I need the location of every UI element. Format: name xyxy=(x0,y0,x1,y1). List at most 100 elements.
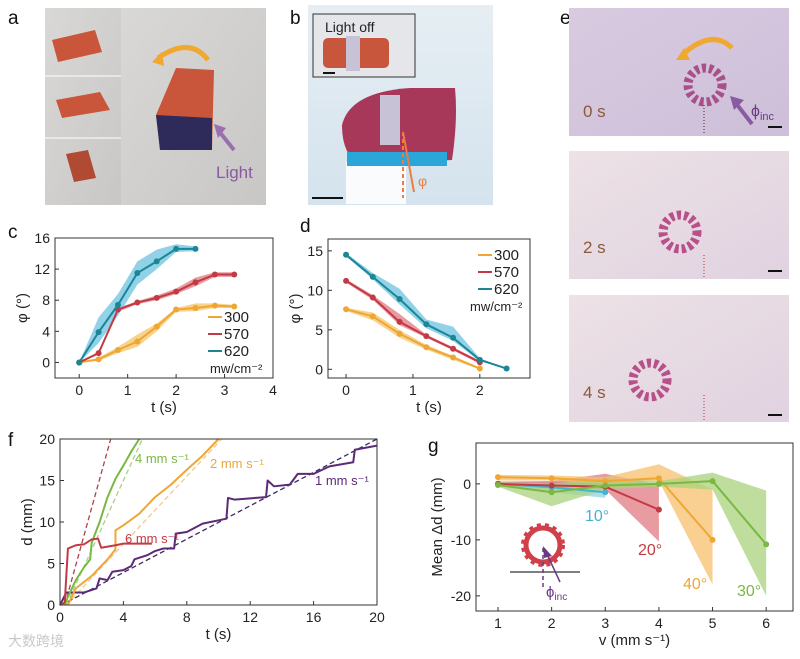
series-line-f-2 mm s⁻¹ xyxy=(67,438,220,606)
series-line-g-30° xyxy=(497,480,767,546)
data-point-c-570 xyxy=(134,299,141,306)
y-tick-label: -10 xyxy=(451,532,471,548)
x-tick-label: 0 xyxy=(56,609,64,625)
y-axis-label: d (mm) xyxy=(19,498,36,546)
y-tick-label: 12 xyxy=(34,261,50,277)
series-line-f-6 mm s⁻¹ xyxy=(59,537,152,606)
data-point-c-570 xyxy=(231,271,238,278)
series-line-f-6 mm s⁻¹ reference xyxy=(64,438,112,606)
legend-label-620: 620 xyxy=(494,281,519,298)
data-point-d-620 xyxy=(450,334,457,341)
watermark: 大数跨境 xyxy=(8,633,64,649)
x-axis-label: v (mm s⁻¹) xyxy=(599,632,670,649)
x-tick-label: 1 xyxy=(494,615,502,631)
data-point-c-300 xyxy=(95,356,102,363)
data-point-d-620 xyxy=(396,296,403,303)
data-point-g-20° xyxy=(655,506,662,513)
x-tick-label: 12 xyxy=(242,609,258,625)
data-point-c-620 xyxy=(192,245,199,252)
data-point-c-570 xyxy=(95,350,102,357)
data-point-c-300 xyxy=(192,305,199,311)
legend-label-300: 300 xyxy=(224,309,249,326)
frame-time-2: 4 s xyxy=(583,383,606,402)
legend-label-570: 570 xyxy=(494,264,519,281)
data-point-g-30° xyxy=(763,541,770,548)
g-inset-phi-label: ϕinc xyxy=(546,584,567,603)
data-point-d-300 xyxy=(369,313,376,320)
series-annotation: 20° xyxy=(638,542,662,559)
panel-label-a: a xyxy=(8,8,19,29)
y-tick-label: 0 xyxy=(315,361,323,377)
y-tick-label: 15 xyxy=(307,243,323,259)
data-point-g-40° xyxy=(548,475,555,482)
chart-f: 1 mm s⁻¹ 2 mm s⁻¹ 4 mm s⁻¹ 6 mm s⁻¹ 0 4 8 12 16 2… xyxy=(19,431,385,643)
y-axis-label: Mean Δd (mm) xyxy=(429,477,446,576)
photo-panel-b: Light off φ xyxy=(308,5,493,205)
band-d-570 xyxy=(346,279,480,364)
x-tick-label: 16 xyxy=(306,609,322,625)
data-point-d-620 xyxy=(503,365,510,372)
data-point-c-620 xyxy=(76,359,83,366)
series-annotation: 6 mm s⁻¹ xyxy=(125,531,179,546)
data-point-c-570 xyxy=(192,279,199,286)
data-point-g-30° xyxy=(602,482,609,489)
y-tick-label: -20 xyxy=(451,588,471,604)
x-tick-label: 2 xyxy=(172,382,180,398)
y-tick-label: 0 xyxy=(47,597,55,613)
x-axis-label: t (s) xyxy=(151,399,177,416)
angle-phi-label: φ xyxy=(418,173,427,189)
band-d-620 xyxy=(346,253,507,369)
panel-label-f: f xyxy=(8,430,14,451)
x-tick-label: 5 xyxy=(709,615,717,631)
data-point-d-620 xyxy=(369,273,376,280)
plot-frame xyxy=(475,442,794,612)
data-point-g-10° xyxy=(602,489,609,496)
data-point-c-620 xyxy=(114,301,121,308)
series-annotation: 1 mm s⁻¹ xyxy=(315,473,369,488)
x-axis-label: t (s) xyxy=(416,399,442,416)
y-tick-label: 10 xyxy=(307,282,323,298)
legend-label-300: 300 xyxy=(494,247,519,264)
x-axis-label: t (s) xyxy=(206,626,232,643)
panel-label-b: b xyxy=(290,8,301,29)
data-point-g-30° xyxy=(548,489,555,496)
x-tick-label: 1 xyxy=(124,382,132,398)
data-point-c-300 xyxy=(173,306,180,313)
band-c-620 xyxy=(79,244,196,363)
plot-frame xyxy=(54,237,274,379)
data-point-g-40° xyxy=(602,478,609,485)
data-point-g-30° xyxy=(709,478,716,485)
data-point-d-300 xyxy=(476,365,483,372)
data-point-g-40° xyxy=(494,474,501,481)
x-tick-label: 4 xyxy=(269,382,277,398)
data-point-d-620 xyxy=(423,321,430,328)
y-tick-label: 5 xyxy=(315,322,323,338)
g-inset-diagram: ϕinc xyxy=(510,523,580,603)
data-point-d-570 xyxy=(369,294,376,301)
panel-label-c: c xyxy=(8,222,18,243)
series-line-f-4 mm s⁻¹ reference xyxy=(65,438,144,606)
x-tick-label: 0 xyxy=(75,382,83,398)
series-annotation: 30° xyxy=(737,583,761,600)
incidence-angle-label: ϕinc xyxy=(751,103,775,123)
y-tick-label: 8 xyxy=(42,292,50,308)
series-line-f-2 mm s⁻¹ reference xyxy=(65,438,223,606)
x-tick-label: 3 xyxy=(601,615,609,631)
data-point-c-570 xyxy=(153,294,160,301)
legend-unit: mw/cm⁻² xyxy=(470,299,523,314)
data-point-d-300 xyxy=(450,354,457,361)
frame-time-1: 2 s xyxy=(583,238,606,257)
y-tick-label: 0 xyxy=(42,354,50,370)
band-g-40° xyxy=(497,464,713,585)
data-point-c-300 xyxy=(134,338,141,345)
y-tick-label: 16 xyxy=(34,230,50,246)
series-annotation: 10° xyxy=(585,508,609,525)
y-tick-label: 5 xyxy=(47,556,55,572)
x-tick-label: 0 xyxy=(342,382,350,398)
light-label: Light xyxy=(216,163,253,182)
x-tick-label: 4 xyxy=(120,609,128,625)
x-tick-label: 1 xyxy=(409,382,417,398)
x-tick-label: 3 xyxy=(221,382,229,398)
